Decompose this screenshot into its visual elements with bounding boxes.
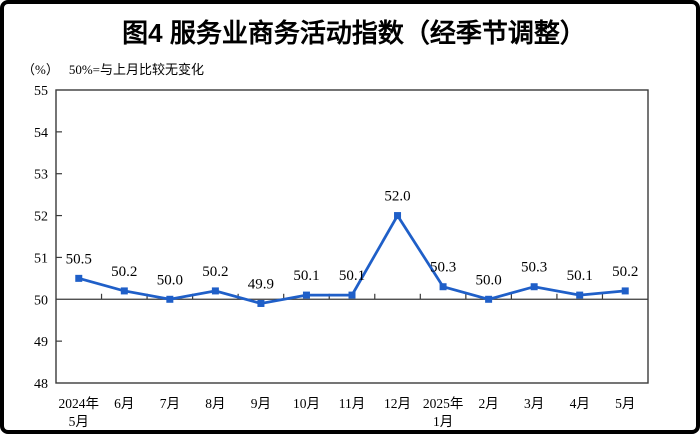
data-point-label: 50.0 xyxy=(157,272,183,288)
data-point-label: 50.0 xyxy=(475,272,501,288)
chart-subtitle-row: （%） 50%=与上月比较无变化 xyxy=(22,59,204,78)
data-point-label: 50.1 xyxy=(567,268,593,284)
x-axis-tick-label: 2024年 xyxy=(59,396,100,411)
data-point-marker xyxy=(75,274,83,282)
x-axis-tick-label: 7月 xyxy=(160,396,180,411)
data-point-label: 50.3 xyxy=(521,260,547,276)
data-point-label: 50.5 xyxy=(66,251,92,267)
x-axis-tick-label: 5月 xyxy=(69,414,89,429)
data-point-marker xyxy=(120,287,128,295)
x-axis-tick-label: 2月 xyxy=(478,396,498,411)
data-point-marker xyxy=(621,287,629,295)
data-point-marker xyxy=(302,291,310,299)
plot-border xyxy=(55,89,649,384)
x-axis-tick-label: 10月 xyxy=(293,396,320,411)
data-point-marker xyxy=(439,283,447,291)
x-axis-tick-label: 1月 xyxy=(433,414,453,429)
data-point-label: 50.1 xyxy=(293,268,319,284)
x-axis-tick-label: 4月 xyxy=(570,396,590,411)
data-point-label: 52.0 xyxy=(384,189,410,205)
data-point-label: 49.9 xyxy=(248,276,274,292)
baseline-note: 50%=与上月比较无变化 xyxy=(68,62,205,77)
y-axis-tick-label: 54 xyxy=(34,126,48,141)
data-point-marker xyxy=(166,295,174,303)
data-point-label: 50.1 xyxy=(339,268,365,284)
x-axis-tick-label: 6月 xyxy=(114,396,134,411)
y-axis-tick-label: 52 xyxy=(34,210,48,225)
y-axis-tick-label: 50 xyxy=(34,293,48,308)
x-axis-tick-label: 9月 xyxy=(251,396,271,411)
data-point-marker xyxy=(211,287,219,295)
y-axis-tick-label: 55 xyxy=(34,84,48,99)
x-axis-tick-label: 5月 xyxy=(615,396,635,411)
y-axis-tick-label: 49 xyxy=(34,335,48,350)
data-point-label: 50.3 xyxy=(430,260,456,276)
x-axis-tick-label: 2025年 xyxy=(423,396,464,411)
y-axis-tick-label: 53 xyxy=(34,168,48,183)
x-axis-tick-label: 3月 xyxy=(524,396,544,411)
y-axis-tick-label: 48 xyxy=(34,377,48,392)
x-axis-tick-label: 11月 xyxy=(339,396,366,411)
data-point-marker xyxy=(485,295,493,303)
y-axis-tick-label: 51 xyxy=(34,251,48,266)
x-axis-tick-label: 12月 xyxy=(384,396,411,411)
data-point-marker xyxy=(530,283,538,291)
y-axis-unit-label: （%） xyxy=(22,62,59,77)
data-point-marker xyxy=(576,291,584,299)
data-point-label: 50.2 xyxy=(202,264,228,280)
data-point-marker xyxy=(257,299,265,307)
data-point-marker xyxy=(348,291,356,299)
chart-title: 图4 服务业商务活动指数（经季节调整） xyxy=(122,18,586,48)
x-axis-tick-label: 8月 xyxy=(205,396,225,411)
data-point-label: 50.2 xyxy=(612,264,638,280)
line-chart: 48 49 50 51 52 53 54 55 2024年 5月 6月 7月 8月 9月 10月 11月 12月… xyxy=(34,84,649,429)
data-point-label: 50.2 xyxy=(111,264,137,280)
data-point-marker xyxy=(394,212,402,220)
